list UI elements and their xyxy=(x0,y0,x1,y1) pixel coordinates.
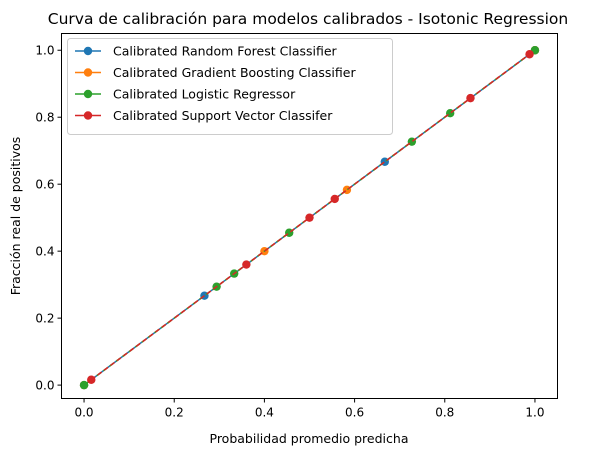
legend-item: Calibrated Gradient Boosting Classifier xyxy=(75,65,356,80)
data-point xyxy=(87,375,96,384)
y-tick-label: 0.4 xyxy=(35,244,54,258)
y-tick-label: 0.8 xyxy=(35,110,54,124)
legend-label: Calibrated Random Forest Classifier xyxy=(113,44,338,59)
data-point xyxy=(305,213,314,222)
legend-label: Calibrated Gradient Boosting Classifier xyxy=(113,65,356,80)
y-tick-label: 1.0 xyxy=(35,43,54,57)
axis-ticks: 0.0 0.2 0.4 0.6 0.8 1.0 0.0 0.2 0.4 0.6 0.8 1.0 xyxy=(35,43,544,419)
plot-area xyxy=(79,46,540,390)
x-tick-label: 0.6 xyxy=(345,406,364,420)
legend-marker xyxy=(83,89,93,99)
data-point xyxy=(79,380,89,390)
legend-item: Calibrated Support Vector Classifer xyxy=(75,108,333,123)
data-point xyxy=(525,50,534,59)
series-line-3 xyxy=(90,53,530,381)
data-point xyxy=(330,194,339,204)
y-tick-label: 0.0 xyxy=(35,378,54,392)
legend-marker xyxy=(83,68,93,77)
y-tick-label: 0.2 xyxy=(35,311,54,325)
legend-marker xyxy=(83,46,93,56)
legend-label: Calibrated Logistic Regressor xyxy=(113,87,296,102)
legend-item: Calibrated Logistic Regressor xyxy=(75,87,296,102)
legend-label: Calibrated Support Vector Classifer xyxy=(113,108,333,123)
legend: Calibrated Random Forest Classifier Calib… xyxy=(67,38,393,135)
y-axis-label: Fracción real de positivos xyxy=(8,137,23,296)
legend-box xyxy=(67,38,393,135)
data-point xyxy=(242,260,251,269)
series-3 xyxy=(87,50,534,384)
plot-frame xyxy=(61,33,558,399)
x-tick-label: 0.0 xyxy=(74,406,93,420)
chart-title: Curva de calibración para modelos calibr… xyxy=(48,10,568,28)
y-tick-label: 0.6 xyxy=(35,177,54,191)
x-tick-label: 0.8 xyxy=(435,406,454,420)
data-point xyxy=(466,93,475,103)
legend-marker xyxy=(83,111,93,120)
legend-item: Calibrated Random Forest Classifier xyxy=(75,44,338,59)
x-axis-label: Probabilidad promedio predicha xyxy=(210,431,409,446)
x-tick-label: 0.2 xyxy=(165,406,184,420)
x-tick-label: 1.0 xyxy=(525,406,544,420)
x-tick-label: 0.4 xyxy=(255,406,274,420)
